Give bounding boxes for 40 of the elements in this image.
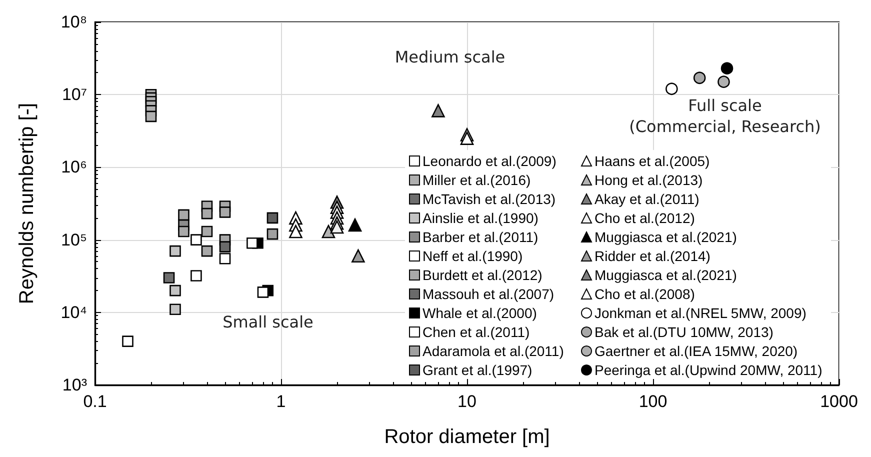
legend-label: Haans et al.(2005) xyxy=(594,153,710,169)
legend-label: Cho et al.(2008) xyxy=(594,286,695,302)
x-axis-title: Rotor diameter [m] xyxy=(384,426,550,448)
x-tick-label: 1 xyxy=(276,392,286,411)
y-tick-label: 10⁶ xyxy=(61,158,87,177)
legend-label: Muggiasca et al.(2021) xyxy=(594,267,737,283)
legend-label: Burdett et al.(2012) xyxy=(422,267,542,283)
annotation: Full scale (Commercial, Research) xyxy=(629,96,821,136)
legend-label: Hong et al.(2013) xyxy=(594,172,703,188)
x-tick-label: 0.1 xyxy=(83,392,107,411)
legend-label: Grant et al.(1997) xyxy=(422,362,532,378)
legend-label: Jonkman et al.(NREL 5MW, 2009) xyxy=(594,305,806,321)
legend-label: Adaramola et al.(2011) xyxy=(422,343,564,359)
y-tick-label: 10⁴ xyxy=(60,302,87,322)
legend-label: Chen et al.(2011) xyxy=(422,324,530,340)
legend-label: Miller et al.(2016) xyxy=(422,172,531,188)
y-tick-label: 10³ xyxy=(62,376,88,394)
x-tick-label: 10 xyxy=(458,392,476,411)
annotation: Small scale xyxy=(222,312,314,332)
legend-label: Ridder et al.(2014) xyxy=(594,248,710,264)
legend-label: Barber et al.(2011) xyxy=(422,229,538,245)
y-tick-label: 10⁵ xyxy=(61,230,87,250)
legend-label: Cho et al.(2012) xyxy=(594,210,695,226)
legend-label: Massouh et al.(2007) xyxy=(422,286,554,302)
x-tick-label: 100 xyxy=(638,392,668,411)
legend-label: Muggiasca et al.(2021) xyxy=(594,229,737,245)
legend-label: Leonardo et al.(2009) xyxy=(422,153,556,169)
legend-label: Gaertner et al.(IEA 15MW, 2020) xyxy=(594,343,798,359)
legend-label: Bak et al.(DTU 10MW, 2013) xyxy=(594,324,774,340)
y-tick-label: 10⁸ xyxy=(60,12,87,32)
legend-label: Whale et al.(2000) xyxy=(422,305,537,321)
legend-label: Ainslie et al.(1990) xyxy=(422,210,538,226)
legend-label: McTavish et al.(2013) xyxy=(422,191,556,207)
y-tick-label: 10⁷ xyxy=(62,85,87,104)
annotation: Medium scale xyxy=(394,48,506,66)
legend-label: Akay et al.(2011) xyxy=(594,191,700,207)
legend-label: Peeringa et al.(Upwind 20MW, 2011) xyxy=(594,362,822,378)
y-axis-title: Reynolds numbertip [-] xyxy=(16,102,38,304)
x-tick-label: 1000 xyxy=(820,392,858,411)
legend-label: Neff et al.(1990) xyxy=(422,248,523,264)
